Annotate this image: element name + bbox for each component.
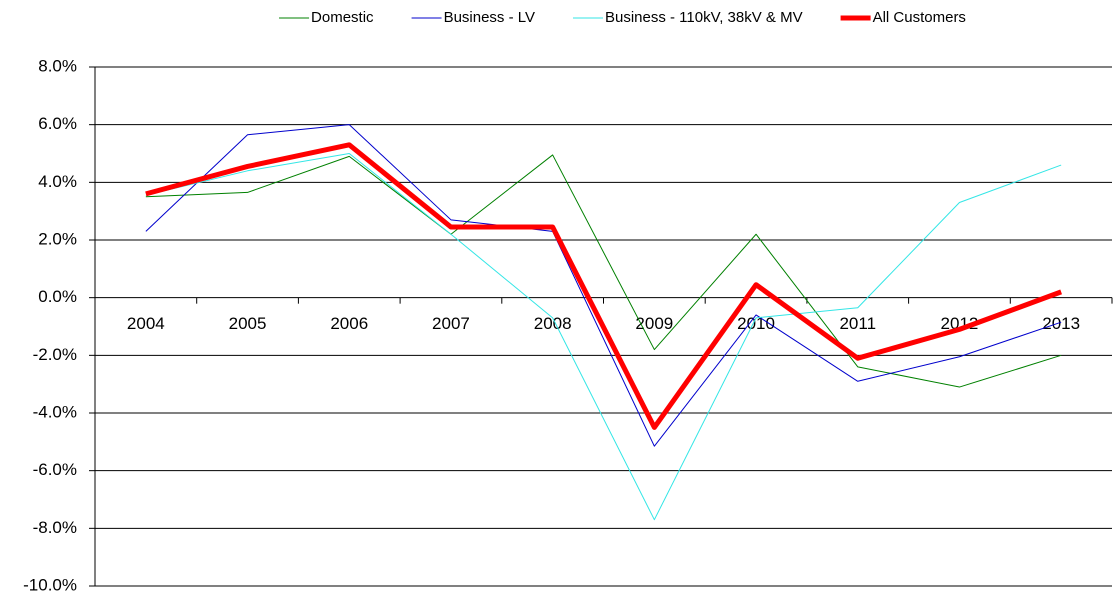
series-line (145, 124, 1062, 447)
x-tick-label: 2005 (229, 314, 267, 333)
y-tick-label: 0.0% (38, 287, 77, 306)
series-line (145, 153, 1062, 521)
x-tick-label: 2007 (432, 314, 470, 333)
series-line (145, 142, 1063, 430)
legend-label: Business - 110kV, 38kV & MV (605, 9, 803, 26)
legend-label: All Customers (873, 9, 966, 26)
y-tick-label: 6.0% (38, 114, 77, 133)
x-tick-label: 2010 (737, 314, 775, 333)
y-tick-label: -4.0% (33, 402, 77, 421)
x-tick-label: 2013 (1042, 314, 1080, 333)
y-tick-label: 8.0% (38, 56, 77, 75)
y-tick-label: 4.0% (38, 172, 77, 191)
legend-label: Business - LV (444, 9, 535, 26)
x-tick-label: 2006 (330, 314, 368, 333)
legend-label: Domestic (311, 9, 374, 26)
series-line (145, 154, 1062, 388)
x-tick-label: 2011 (839, 314, 876, 333)
y-tick-label: -2.0% (33, 345, 77, 364)
y-tick-label: -6.0% (33, 460, 77, 479)
x-tick-label: 2004 (127, 314, 165, 333)
x-tick-label: 2008 (534, 314, 572, 333)
y-tick-label: 2.0% (38, 229, 77, 248)
x-tick-label: 2009 (635, 314, 673, 333)
y-tick-label: -8.0% (33, 518, 77, 537)
y-tick-label: -10.0% (23, 575, 77, 594)
